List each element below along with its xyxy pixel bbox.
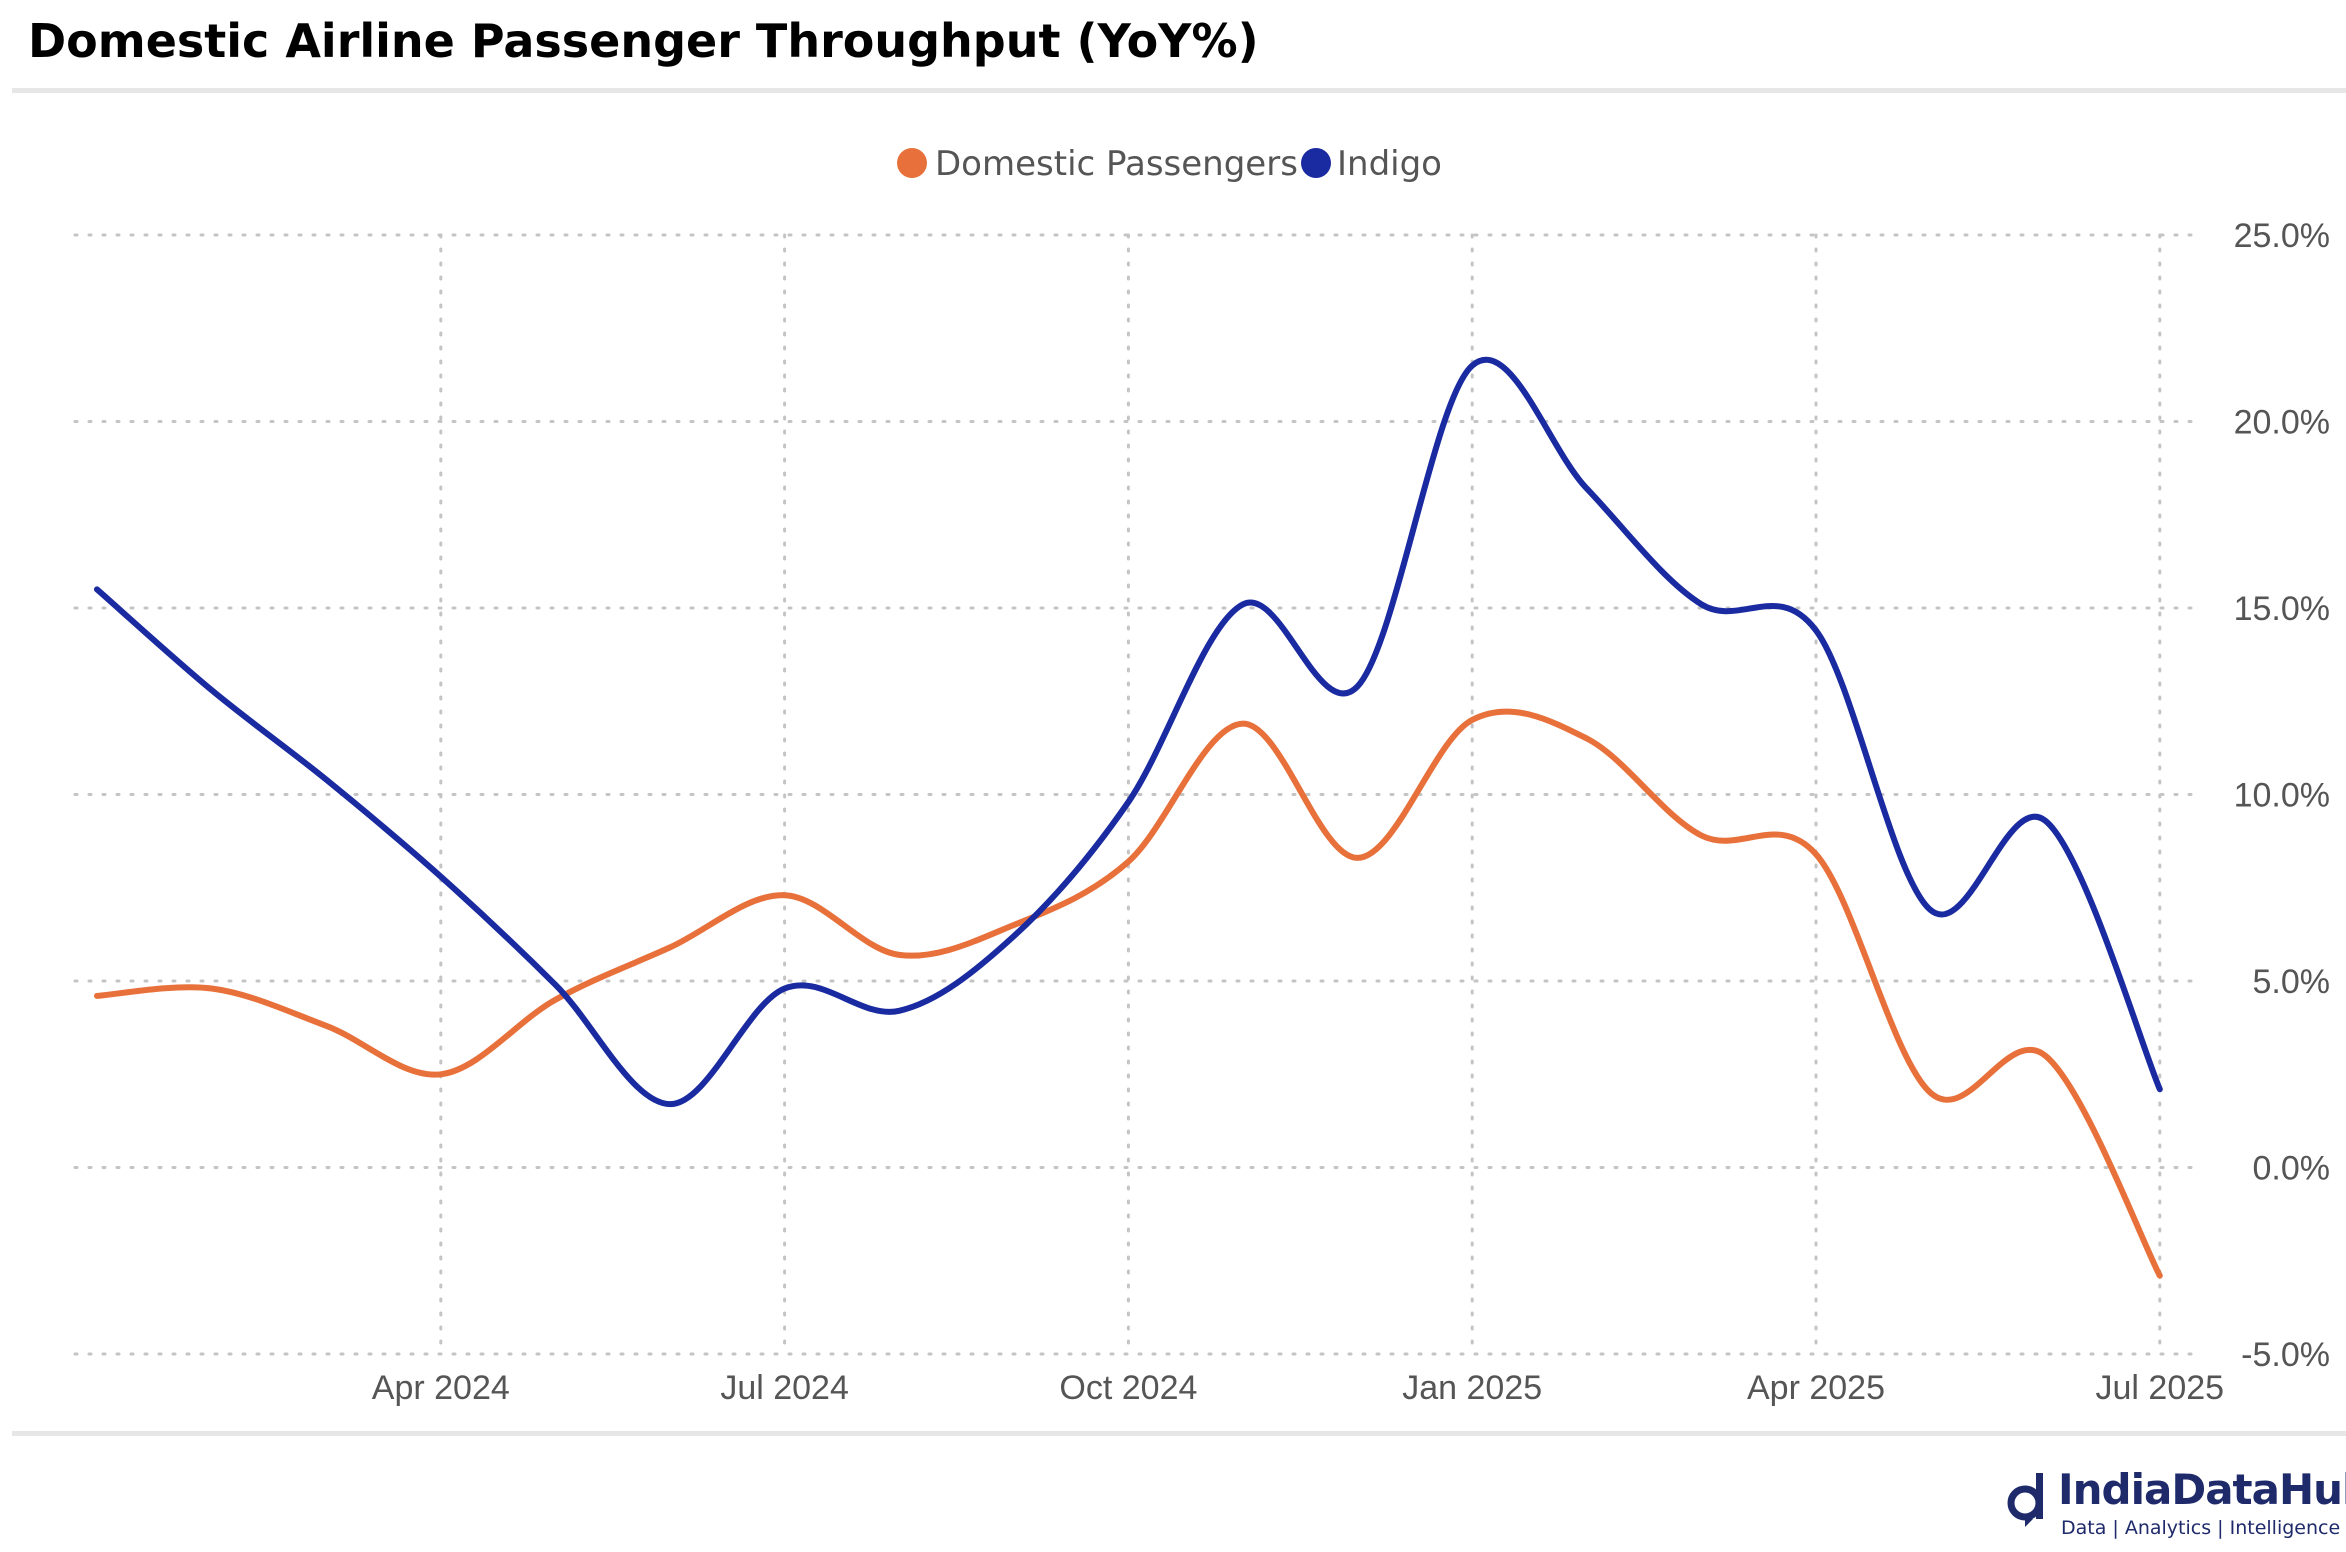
- brand-tagline: Data | Analytics | Intelligence: [2061, 1517, 2341, 1539]
- brand-name: IndiaDataHub: [2058, 1465, 2346, 1514]
- y-tick-label: 20.0%: [2234, 404, 2330, 442]
- y-axis-ticks: 25.0% 20.0% 15.0% 10.0% 5.0% 0.0% -5.0%: [2234, 217, 2330, 1374]
- top-divider: [12, 88, 2346, 93]
- gridlines: [73, 233, 2197, 1356]
- legend: Domestic Passengers Indigo: [897, 144, 1442, 184]
- x-tick-label: Apr 2025: [1747, 1369, 1885, 1407]
- x-tick-label: Oct 2024: [1059, 1369, 1197, 1407]
- legend-marker-0: [897, 148, 927, 178]
- x-tick-label: Jul 2024: [720, 1369, 849, 1407]
- brand-logo-block: IndiaDataHub Data | Analytics | Intellig…: [2005, 1465, 2346, 1545]
- series-lines: [94, 356, 2163, 1279]
- y-tick-label: -5.0%: [2241, 1336, 2330, 1374]
- x-tick-label: Jan 2025: [1402, 1369, 1542, 1407]
- y-tick-label: 25.0%: [2234, 217, 2330, 255]
- x-tick-label: Apr 2024: [372, 1369, 510, 1407]
- y-tick-label: 10.0%: [2234, 777, 2330, 815]
- chart-title: Domestic Airline Passenger Throughput (Y…: [28, 14, 1259, 68]
- indiadatahub-logo-icon: [2007, 1473, 2043, 1527]
- x-tick-label: Jul 2025: [2096, 1369, 2225, 1407]
- y-tick-label: 0.0%: [2253, 1150, 2331, 1188]
- series-line-domestic-passengers: [94, 708, 2163, 1279]
- bottom-divider: [12, 1431, 2346, 1436]
- series-line-indigo: [94, 356, 2163, 1108]
- legend-label-1: Indigo: [1337, 144, 1442, 184]
- x-axis-ticks: Apr 2024 Jul 2024 Oct 2024 Jan 2025 Apr 2025…: [372, 1369, 2224, 1407]
- y-tick-label: 15.0%: [2234, 590, 2330, 628]
- y-tick-label: 5.0%: [2253, 963, 2331, 1001]
- legend-label-0: Domestic Passengers: [935, 144, 1298, 184]
- legend-marker-1: [1301, 148, 1331, 178]
